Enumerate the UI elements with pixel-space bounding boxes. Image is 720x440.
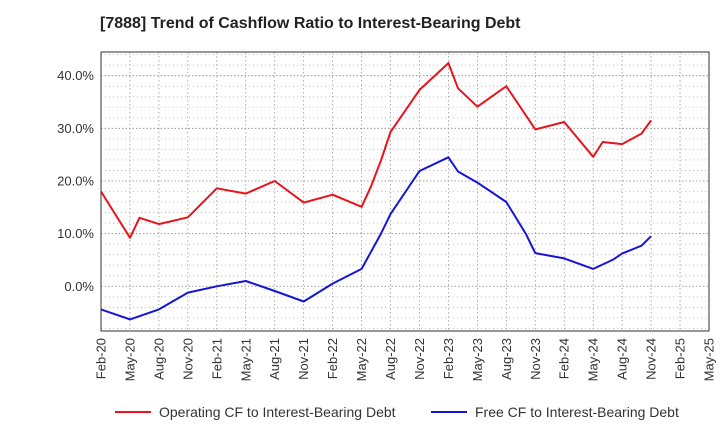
x-tick-label: Nov-23 — [528, 338, 543, 380]
x-tick-label: May-24 — [586, 338, 601, 381]
x-tick-label: May-21 — [238, 338, 253, 381]
x-tick-label: Aug-23 — [499, 338, 514, 380]
legend-swatch-operating-cf — [115, 411, 151, 413]
x-tick-label: Nov-21 — [296, 338, 311, 380]
x-tick-label: May-20 — [122, 338, 137, 381]
x-tick-label: Aug-22 — [383, 338, 398, 380]
legend-swatch-free-cf — [431, 411, 467, 413]
x-tick-label: Nov-20 — [180, 338, 195, 380]
y-axis-tick-labels: 0.0% 10.0% 20.0% 30.0% 40.0% — [57, 68, 94, 294]
series-layer — [100, 62, 652, 321]
x-tick-label: Nov-22 — [412, 338, 427, 380]
x-tick-label: Aug-21 — [267, 338, 282, 380]
x-tick-label: Feb-22 — [325, 338, 340, 379]
x-axis-tick-labels: Feb-20 May-20 Aug-20 Nov-20 Feb-21 May-21 Aug-… — [94, 338, 717, 381]
y-tick-label: 30.0% — [57, 121, 94, 136]
x-tick-label: Feb-20 — [94, 338, 109, 379]
x-tick-label: Feb-21 — [209, 338, 224, 379]
x-tick-label: May-25 — [702, 338, 717, 381]
y-tick-label: 10.0% — [57, 226, 94, 241]
x-tick-label: Feb-24 — [557, 338, 572, 379]
x-tick-label: Nov-24 — [644, 338, 659, 380]
x-tick-label: May-22 — [354, 338, 369, 381]
legend-label-free-cf: Free CF to Interest-Bearing Debt — [475, 404, 679, 420]
y-tick-label: 40.0% — [57, 68, 94, 83]
x-tick-label: May-23 — [470, 338, 485, 381]
legend: Operating CF to Interest-Bearing Debt Fr… — [0, 404, 720, 426]
legend-item-operating-cf: Operating CF to Interest-Bearing Debt — [115, 404, 396, 420]
series-line-free-cf — [100, 156, 652, 321]
chart-title: [7888] Trend of Cashflow Ratio to Intere… — [100, 15, 521, 32]
x-tick-label: Aug-20 — [151, 338, 166, 380]
x-tick-label: Aug-24 — [615, 338, 630, 380]
series-line-operating-cf — [100, 62, 652, 239]
legend-item-free-cf: Free CF to Interest-Bearing Debt — [431, 404, 679, 420]
legend-label-operating-cf: Operating CF to Interest-Bearing Debt — [159, 404, 396, 420]
plot-frame — [100, 51, 710, 332]
y-tick-label: 20.0% — [57, 173, 94, 188]
y-tick-label: 0.0% — [64, 279, 94, 294]
x-tick-label: Feb-23 — [441, 338, 456, 379]
x-tick-label: Feb-25 — [673, 338, 688, 379]
